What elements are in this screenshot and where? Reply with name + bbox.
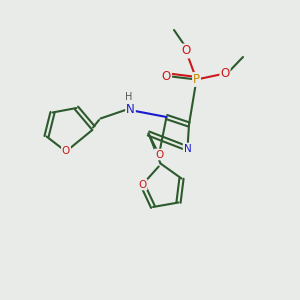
Text: O: O bbox=[162, 70, 171, 83]
Text: H: H bbox=[125, 92, 133, 103]
Text: O: O bbox=[220, 67, 230, 80]
Text: P: P bbox=[193, 73, 200, 86]
Text: N: N bbox=[184, 143, 191, 154]
Text: O: O bbox=[155, 149, 163, 160]
Text: N: N bbox=[126, 103, 135, 116]
Text: O: O bbox=[138, 179, 147, 190]
Text: O: O bbox=[62, 146, 70, 157]
Text: O: O bbox=[182, 44, 190, 58]
